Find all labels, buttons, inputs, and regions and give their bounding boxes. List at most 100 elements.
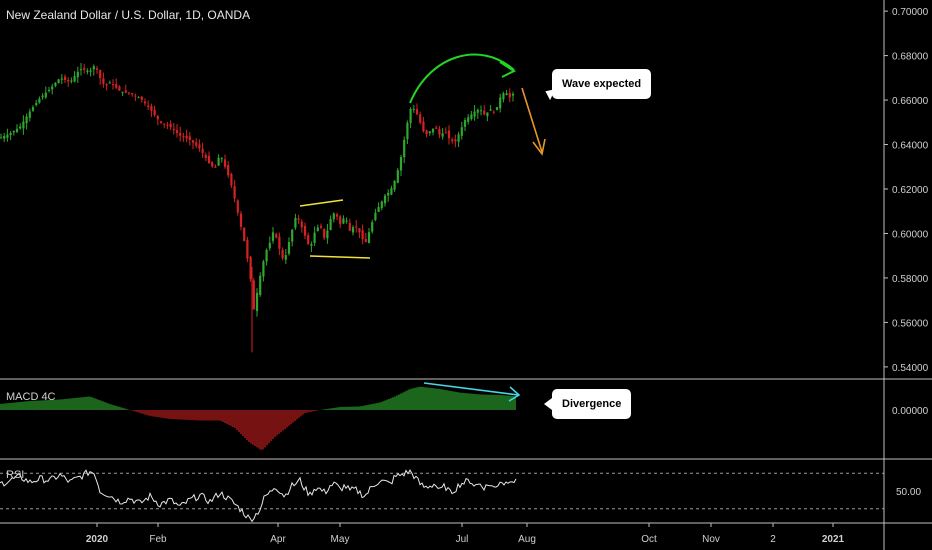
candle-body xyxy=(236,200,239,213)
candle-body xyxy=(3,135,6,139)
candle-body xyxy=(431,128,435,133)
candle-body xyxy=(0,137,3,139)
candle-body xyxy=(495,107,499,111)
divergence-arrowhead xyxy=(508,386,521,402)
candle-body xyxy=(454,139,457,142)
y-tick-label: 0.68000 xyxy=(892,52,929,63)
candle-body xyxy=(499,97,502,109)
candle-body xyxy=(70,80,73,82)
candle-body xyxy=(259,275,262,296)
candle-body xyxy=(419,114,422,123)
candle-body xyxy=(335,214,339,217)
candle-body xyxy=(396,170,399,183)
candle-body xyxy=(473,111,476,117)
candle-body xyxy=(508,93,511,98)
candle-body xyxy=(255,292,259,312)
candle-body xyxy=(412,108,415,111)
rsi-y-tick-label: 50.00 xyxy=(896,487,921,498)
candle-body xyxy=(409,108,412,123)
candle-body xyxy=(284,255,287,260)
candle-body xyxy=(339,216,342,225)
triangle-upper-line xyxy=(299,199,344,207)
axes: 0.70000 0.68000 0.66000 0.64000 0.62000 0.600… xyxy=(86,7,929,545)
candle-body xyxy=(476,109,479,113)
candle-body xyxy=(502,93,505,100)
candle-body xyxy=(102,78,105,84)
candle-body xyxy=(6,134,9,138)
candle-body xyxy=(63,76,67,81)
candle-body xyxy=(137,97,140,99)
candle-body xyxy=(361,230,364,240)
x-tick-label: Jul xyxy=(456,534,469,545)
candle-body xyxy=(25,116,28,124)
candle-body xyxy=(217,157,220,166)
candle-body xyxy=(156,115,159,120)
candle-body xyxy=(351,227,355,233)
candle-body xyxy=(150,105,153,111)
candle-body xyxy=(249,256,252,280)
candle-body xyxy=(35,102,38,106)
candle-body xyxy=(457,134,460,142)
candle-body xyxy=(166,124,169,126)
candle-body xyxy=(121,91,124,93)
candle-body xyxy=(124,90,127,93)
candle-body xyxy=(367,232,371,243)
candle-body xyxy=(278,236,281,249)
candle-body xyxy=(198,144,201,149)
candle-body xyxy=(105,84,108,86)
candle-body xyxy=(175,130,179,133)
candle-body xyxy=(127,92,131,94)
candle-body xyxy=(403,139,406,158)
candle-body xyxy=(111,83,115,85)
candle-body xyxy=(182,136,185,138)
candle-body xyxy=(95,68,99,70)
candle-body xyxy=(271,232,275,241)
candle-body xyxy=(140,96,143,100)
candle-body xyxy=(428,131,431,134)
candle-body xyxy=(83,68,86,70)
divergence-callout[interactable]: Divergence xyxy=(544,389,632,419)
x-tick-label: 2020 xyxy=(86,534,109,545)
candle-body xyxy=(297,218,300,221)
candle-body xyxy=(281,249,284,259)
candle-body xyxy=(92,66,95,70)
triangle-lower-line xyxy=(309,255,371,259)
candle-body xyxy=(76,71,79,78)
candle-body xyxy=(492,111,495,113)
candle-body xyxy=(28,111,31,118)
candle-body xyxy=(323,228,326,238)
candle-body xyxy=(47,89,51,91)
candle-body xyxy=(303,226,307,236)
candle-body xyxy=(262,261,265,277)
wave-expected-callout[interactable]: Wave expected xyxy=(542,69,652,101)
rsi-line-path xyxy=(0,469,517,523)
candle-body xyxy=(387,192,390,196)
candle-body xyxy=(179,133,182,136)
candle-body xyxy=(22,121,25,129)
candle-body xyxy=(393,180,396,190)
candle-body xyxy=(380,201,383,209)
candle-body xyxy=(188,136,191,140)
candle-body xyxy=(345,220,348,222)
x-tick-label: Apr xyxy=(270,534,286,545)
candle-body xyxy=(233,186,236,199)
candle-body xyxy=(15,128,19,133)
candle-body xyxy=(207,155,211,163)
macd-pane-label: MACD 4C xyxy=(6,391,56,403)
candle-body xyxy=(67,80,70,82)
divergence-text: Divergence xyxy=(562,398,622,410)
candle-body xyxy=(223,159,227,167)
candlestick-series xyxy=(0,62,515,353)
candle-body xyxy=(12,130,15,133)
callout-tail xyxy=(544,398,552,410)
candle-body xyxy=(441,133,444,137)
candle-body xyxy=(422,121,425,132)
candle-body xyxy=(89,70,92,72)
candle-body xyxy=(243,227,246,242)
candle-body xyxy=(467,117,470,122)
y-tick-label: 0.62000 xyxy=(892,185,929,196)
rsi-pane-label: RSI xyxy=(6,469,25,481)
candle-body xyxy=(444,132,447,134)
